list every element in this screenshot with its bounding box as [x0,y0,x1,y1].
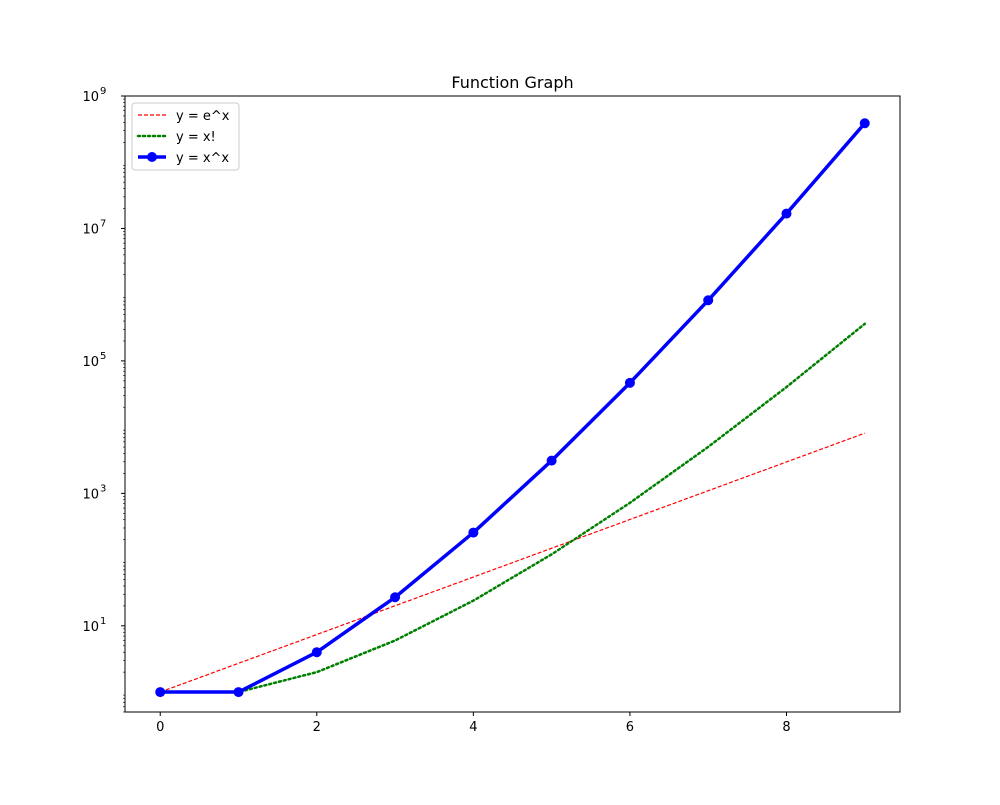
series-point [546,455,557,466]
series-point [468,527,479,538]
y-tick-label-exponent: 5 [100,351,106,362]
y-tick-label-exponent: 3 [100,483,106,494]
y-tick-label-exponent: 9 [100,86,106,97]
series-point [233,687,244,698]
y-tick-label: 10 [82,487,99,502]
legend-label: y = e^x [176,109,230,124]
y-tick-label-exponent: 1 [100,616,106,627]
plot-area-frame [124,95,901,713]
y-tick-label: 10 [82,355,99,370]
y-tick-label: 10 [82,222,99,237]
series-line [158,322,867,694]
y-tick-label-exponent: 7 [100,218,106,229]
y-tick-label: 10 [82,90,99,105]
legend-box [131,102,240,171]
series-point [781,208,792,219]
legend-marker [147,152,157,162]
series-point [624,377,635,388]
series-2 [155,118,870,698]
series-point [390,592,401,603]
series-0 [160,432,865,693]
series-line [160,432,865,693]
series-line [160,122,867,694]
legend-label: y = x! [176,130,216,145]
series-point [859,118,870,129]
y-minor-ticks [123,98,125,713]
x-tick-label: 8 [782,720,790,735]
series-1 [158,322,867,694]
legend: y = e^x y = x! y = x^x [131,102,240,171]
y-tick-label: 10 [82,620,99,635]
series-point [703,295,714,306]
series-point [155,687,166,698]
x-tick-label: 0 [156,720,164,735]
x-tick-label: 6 [626,720,634,735]
series-layer [155,118,870,698]
legend-label: y = x^x [176,151,229,166]
series-point [311,647,322,658]
x-tick-label: 2 [313,720,321,735]
chart-title: Function Graph [451,73,573,92]
x-tick-label: 4 [469,720,477,735]
